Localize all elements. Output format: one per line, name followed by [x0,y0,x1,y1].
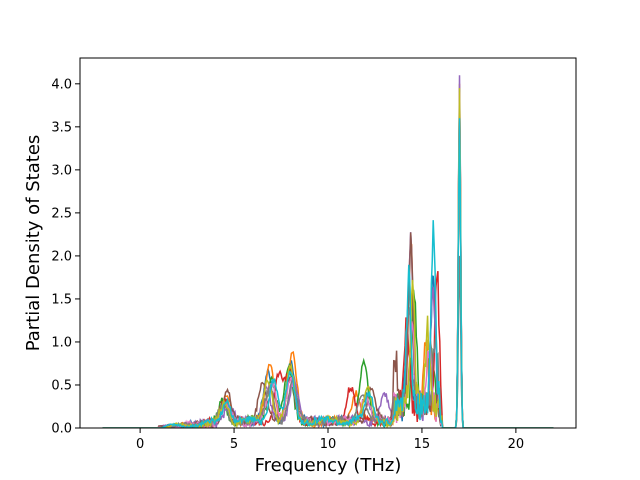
pdos-series-line [102,109,554,428]
y-tick-label: 0.0 [51,422,72,437]
pdos-series-line [102,83,554,428]
pdos-series-line [102,88,554,428]
pdos-series-line [102,101,554,428]
y-tick-label: 1.5 [51,292,72,307]
x-tick-label: 0 [136,437,144,452]
y-tick-label: 2.0 [51,249,72,264]
y-tick-label: 3.0 [51,163,72,178]
x-tick-label: 20 [508,437,525,452]
y-tick-label: 3.5 [51,120,72,135]
x-tick-label: 5 [230,437,238,452]
y-tick-label: 1.0 [51,335,72,350]
y-tick-label: 4.0 [51,77,72,92]
pdos-series-line [102,118,554,428]
y-axis-title: Partial Density of States [23,135,44,352]
x-axis-title: Frequency (THz) [255,455,402,476]
series-layer [102,75,554,428]
pdos-series-line [102,255,554,428]
y-tick-label: 0.5 [51,378,72,393]
x-tick-label: 10 [320,437,337,452]
pdos-series-line [102,92,554,428]
y-tick-label: 2.5 [51,206,72,221]
x-tick-label: 15 [414,437,431,452]
y-axis: 0.0 0.5 1.0 1.5 2.0 2.5 3.0 3.5 4.0 [51,77,80,437]
pdos-series-line [102,75,554,428]
axes-frame [79,57,577,429]
pdos-series-line [102,96,554,428]
x-axis: 0 5 10 15 20 [136,428,524,452]
pdos-series-line [102,92,554,428]
